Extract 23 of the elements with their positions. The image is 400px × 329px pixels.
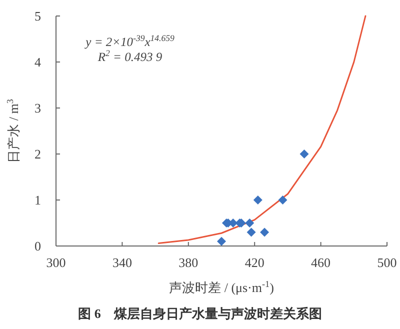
point [217,236,226,246]
y-tick-label: 5 [34,8,41,24]
annotation: R$^{2}$ = 0.493 9 [96,48,163,64]
point [278,196,288,204]
x-axis-title: 声波时差 / (μs·m$^{-1}$) [169,279,274,295]
point [260,228,270,237]
y-tick-label: 4 [34,54,42,70]
x-tick-label: 460 [311,255,331,270]
x-tick-label: 340 [112,255,132,270]
text: 图 6 煤层自身日产水量与声波时差关系图 [78,306,322,321]
point [246,228,256,237]
y-tick-label: 0 [34,238,41,254]
x-tick-label: 380 [178,255,198,270]
point [300,150,309,158]
y-tick-label: 2 [34,146,41,162]
y-tick-label: 1 [34,192,41,208]
x-tick-label: 300 [46,255,66,270]
point [253,196,262,204]
x-tick-label: 500 [377,255,397,270]
point [245,218,254,228]
annotation: y = 2×10$^{-39}$x$^{14.659}$ [84,33,175,49]
x-tick-label: 420 [244,255,264,270]
y-tick-label: 3 [34,100,41,116]
